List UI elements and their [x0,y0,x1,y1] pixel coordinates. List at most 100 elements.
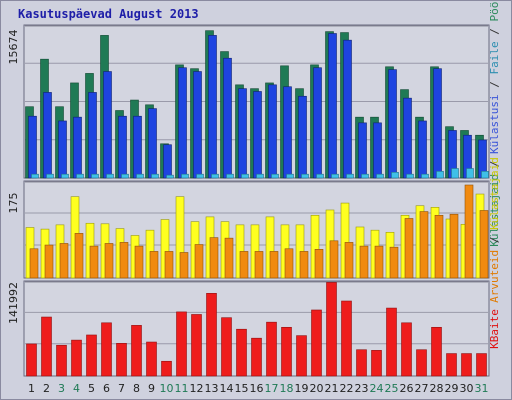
day-label-2: 2 [43,382,50,395]
bar-kbytes-day-9 [146,341,157,377]
bar-sites-day-21 [329,240,339,279]
bar-sites-day-13 [209,237,219,279]
bar-kbytes-day-5 [86,334,97,377]
day-label-27: 27 [415,382,429,395]
bar-kbytes-day-17 [266,321,277,377]
day-label-21: 21 [325,382,339,395]
bar-files-day-4 [73,116,82,179]
day-label-15: 15 [235,382,249,395]
day-label-29: 29 [445,382,459,395]
bar-visits-day-2 [46,173,54,179]
bar-kbytes-day-7 [116,343,127,377]
bar-sites-day-26 [404,218,414,279]
bar-sites-day-28 [434,214,444,279]
legend-middle-part-1: / [488,230,501,250]
day-label-13: 13 [205,382,219,395]
bar-sites-day-4 [74,233,84,279]
bar-files-day-19 [298,95,307,179]
legend-top-part-0: Külastajaid [488,174,501,247]
bar-files-day-23 [358,122,367,179]
bar-visits-day-10 [166,174,174,179]
bar-kbytes-day-30 [461,353,472,377]
legend-middle: Arvuteid / Külastajaid [488,157,501,303]
day-label-18: 18 [280,382,294,395]
bar-sites-day-24 [374,245,384,279]
bar-visits-day-4 [76,173,84,179]
bar-visits-day-31 [481,171,489,179]
bar-files-day-10 [163,144,172,179]
legend-bottom: KBaite [488,309,501,349]
bar-visits-day-16 [256,173,264,179]
bar-visits-day-20 [316,173,324,179]
day-label-19: 19 [295,382,309,395]
bar-sites-day-22 [344,242,354,279]
bar-sites-day-23 [359,245,369,279]
bar-visits-day-18 [286,173,294,179]
day-label-20: 20 [310,382,324,395]
bar-sites-day-25 [389,246,399,279]
y-max-label-middle: 175 [7,193,20,214]
bar-sites-day-18 [284,248,294,279]
legend-top-part-1: / [488,154,501,174]
legend-top-part-4: Faile [488,41,501,74]
bar-visits-day-6 [106,173,114,179]
day-label-17: 17 [265,382,279,395]
bar-sites-day-5 [89,245,99,279]
legend-top-part-2: Külastusi [488,94,501,154]
bar-files-day-3 [58,120,67,179]
bar-visits-day-5 [91,173,99,179]
day-label-7: 7 [118,382,125,395]
bar-visits-day-29 [451,168,459,179]
bar-kbytes-day-31 [476,353,487,377]
bar-files-day-11 [178,67,187,179]
bar-kbytes-day-19 [296,335,307,377]
day-label-1: 1 [28,382,35,395]
bar-kbytes-day-29 [446,353,457,377]
bar-files-day-24 [373,122,382,179]
bar-visits-day-30 [466,168,474,179]
bar-sites-day-15 [239,251,249,279]
legend-top-part-5: / [488,22,501,42]
day-label-23: 23 [355,382,369,395]
bar-kbytes-day-1 [26,343,37,377]
bar-kbytes-day-6 [101,322,112,377]
legend-middle-part-0: Arvuteid [488,250,501,303]
bar-files-day-13 [208,35,217,179]
bar-kbytes-day-10 [161,360,172,377]
bar-visits-day-3 [61,173,69,179]
legend-middle-part-2: Külastajaid [488,157,501,230]
bar-kbytes-day-21 [326,282,337,377]
bar-files-day-20 [313,67,322,179]
bar-sites-day-1 [29,248,39,279]
bar-files-day-2 [43,92,52,179]
day-label-31: 31 [475,382,489,395]
day-label-28: 28 [430,382,444,395]
bar-kbytes-day-26 [401,322,412,377]
chart-title: Kasutuspäevad August 2013 [18,7,199,21]
bar-visits-day-15 [241,173,249,179]
day-label-12: 12 [190,382,204,395]
bar-kbytes-day-13 [206,293,217,377]
bar-sites-day-9 [149,251,159,279]
legend-top-part-6: Pöördumisi [488,0,501,22]
day-label-24: 24 [370,382,384,395]
bar-sites-day-27 [419,211,429,279]
bar-kbytes-day-28 [431,326,442,377]
bar-visits-day-11 [181,173,189,179]
bar-files-day-8 [133,115,142,179]
day-label-30: 30 [460,382,474,395]
legend-top-part-3: / [488,75,501,95]
bar-sites-day-31 [479,210,489,279]
bar-sites-day-7 [119,242,129,279]
bar-kbytes-day-20 [311,309,322,377]
bar-kbytes-day-24 [371,350,382,377]
legend-bottom-part-0: KBaite [488,309,501,349]
bar-visits-day-9 [151,173,159,179]
bar-visits-day-24 [376,173,384,179]
day-label-10: 10 [160,382,174,395]
bar-visits-day-19 [301,173,309,179]
bar-files-day-25 [388,69,397,179]
bar-files-day-6 [103,71,112,179]
day-label-22: 22 [340,382,354,395]
